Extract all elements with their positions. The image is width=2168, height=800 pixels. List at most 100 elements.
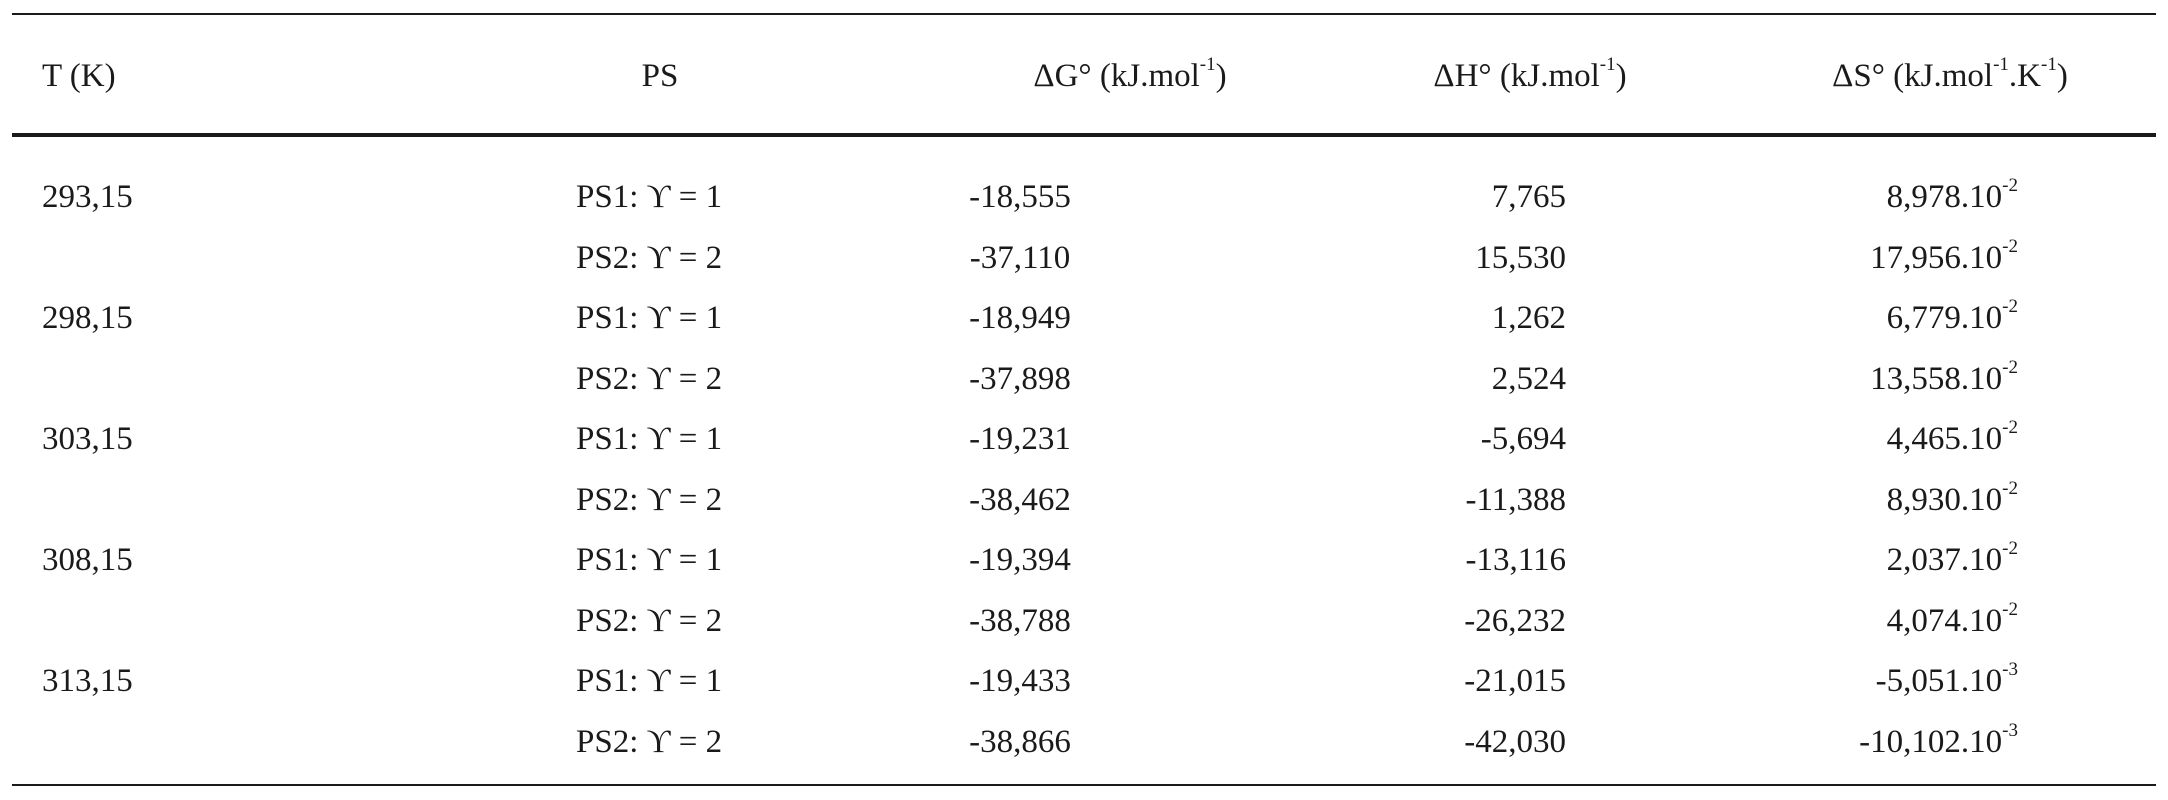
cell-delta-s-exponent: -2 (2002, 599, 2018, 620)
cell-delta-s-exponent: -2 (2002, 417, 2018, 438)
cell-delta-g-text: -18,555 (969, 179, 1071, 215)
cell-temperature: 293,15 (42, 177, 133, 217)
table-top-rule (12, 13, 2156, 15)
cell-delta-h-text: -13,116 (1465, 542, 1566, 578)
cell-delta-s-text: -10,102.10 (1859, 724, 2003, 760)
cell-delta-s-exponent: -3 (2002, 659, 2018, 680)
cell-delta-s: -10,102.10-3 (1700, 720, 2018, 762)
cell-delta-h-text: 2,524 (1491, 361, 1566, 397)
cell-ps-text: PS2: ϒ = 2 (576, 482, 723, 518)
cell-delta-g-text: -19,394 (969, 542, 1071, 578)
cell-delta-g: -19,231 (900, 419, 1140, 459)
cell-delta-s: 4,074.10-2 (1700, 599, 2018, 641)
cell-ps: PS1: ϒ = 1 (576, 177, 722, 217)
cell-delta-h-text: 7,765 (1491, 179, 1566, 215)
cell-delta-g-text: -18,949 (969, 300, 1071, 336)
cell-delta-g: -18,949 (900, 298, 1140, 338)
cell-delta-s-exponent: -2 (2002, 357, 2018, 378)
cell-delta-g: -18,555 (900, 177, 1140, 217)
cell-temperature-text: 298,15 (42, 300, 133, 336)
cell-delta-s-exponent: -2 (2002, 538, 2018, 559)
cell-ps-text: PS1: ϒ = 1 (576, 179, 723, 215)
cell-delta-g-text: -38,866 (969, 724, 1071, 760)
cell-delta-s: 2,037.10-2 (1700, 538, 2018, 580)
table-bottom-rule (12, 784, 2156, 786)
cell-delta-h: 15,530 (1300, 238, 1566, 278)
cell-delta-s-text: 17,956.10 (1870, 240, 2003, 276)
cell-delta-s: 4,465.10-2 (1700, 417, 2018, 459)
cell-ps-text: PS1: ϒ = 1 (576, 421, 723, 457)
cell-delta-g-text: -38,788 (969, 603, 1071, 639)
cell-delta-s-text: 13,558.10 (1870, 361, 2003, 397)
cell-delta-s-text: -5,051.10 (1875, 663, 2003, 699)
cell-delta-s-text: 8,978.10 (1886, 179, 2003, 215)
cell-ps: PS2: ϒ = 2 (576, 238, 722, 278)
cell-ps: PS2: ϒ = 2 (576, 359, 722, 399)
cell-delta-h: 1,262 (1300, 298, 1566, 338)
cell-delta-h: -13,116 (1300, 540, 1566, 580)
cell-delta-g: -38,866 (900, 722, 1140, 762)
cell-ps-text: PS2: ϒ = 2 (576, 240, 723, 276)
cell-temperature: 308,15 (42, 540, 133, 580)
cell-delta-s-text: 4,074.10 (1886, 603, 2003, 639)
cell-delta-h-text: -42,030 (1464, 724, 1566, 760)
cell-delta-h: -11,388 (1300, 480, 1566, 520)
cell-temperature: 298,15 (42, 298, 133, 338)
cell-delta-s-exponent: -2 (2002, 478, 2018, 499)
cell-delta-h-text: -11,388 (1465, 482, 1566, 518)
cell-delta-h: 2,524 (1300, 359, 1566, 399)
cell-delta-g: -38,462 (900, 480, 1140, 520)
cell-delta-s: 13,558.10-2 (1700, 357, 2018, 399)
cell-delta-g-text: -37,110 (969, 240, 1071, 276)
cell-delta-g-text: -19,231 (969, 421, 1071, 457)
cell-delta-g: -37,110 (900, 238, 1140, 278)
cell-delta-g-text: -37,898 (969, 361, 1071, 397)
cell-delta-s-exponent: -2 (2002, 175, 2018, 196)
cell-delta-g: -37,898 (900, 359, 1140, 399)
cell-ps: PS2: ϒ = 2 (576, 601, 722, 641)
cell-delta-s: -5,051.10-3 (1700, 659, 2018, 701)
cell-delta-h-text: -26,232 (1464, 603, 1566, 639)
cell-delta-s-exponent: -3 (2002, 720, 2018, 741)
cell-delta-g: -19,433 (900, 661, 1140, 701)
cell-delta-s-exponent: -2 (2002, 236, 2018, 257)
header-ps: PS (641, 58, 679, 94)
cell-ps-text: PS1: ϒ = 1 (576, 542, 723, 578)
cell-delta-s-exponent: -2 (2002, 296, 2018, 317)
cell-delta-h: 7,765 (1300, 177, 1566, 217)
cell-delta-h: -21,015 (1300, 661, 1566, 701)
cell-delta-h: -26,232 (1300, 601, 1566, 641)
cell-delta-s-text: 2,037.10 (1886, 542, 2003, 578)
cell-delta-s: 8,930.10-2 (1700, 478, 2018, 520)
cell-delta-h: -42,030 (1300, 722, 1566, 762)
cell-delta-h-text: 1,262 (1491, 300, 1566, 336)
cell-delta-h-text: 15,530 (1475, 240, 1566, 276)
header-delta-g: ΔG° (kJ.mol-1) (1033, 54, 1227, 94)
cell-temperature-text: 313,15 (42, 663, 133, 699)
cell-delta-s: 6,779.10-2 (1700, 296, 2018, 338)
cell-temperature-text: 303,15 (42, 421, 133, 457)
cell-ps: PS1: ϒ = 1 (576, 298, 722, 338)
cell-delta-s: 8,978.10-2 (1700, 175, 2018, 217)
cell-delta-s-text: 8,930.10 (1886, 482, 2003, 518)
cell-delta-h: -5,694 (1300, 419, 1566, 459)
cell-delta-h-text: -21,015 (1464, 663, 1566, 699)
cell-ps: PS1: ϒ = 1 (576, 419, 722, 459)
table-header-rule (12, 133, 2156, 137)
header-temperature: T (K) (42, 58, 116, 94)
cell-temperature-text: 293,15 (42, 179, 133, 215)
cell-temperature: 303,15 (42, 419, 133, 459)
cell-ps-text: PS1: ϒ = 1 (576, 300, 723, 336)
cell-ps-text: PS2: ϒ = 2 (576, 603, 723, 639)
cell-delta-s-text: 4,465.10 (1886, 421, 2003, 457)
header-delta-s: ΔS° (kJ.mol-1.K-1) (1832, 54, 2068, 94)
cell-ps: PS1: ϒ = 1 (576, 540, 722, 580)
cell-delta-g: -38,788 (900, 601, 1140, 641)
cell-ps-text: PS1: ϒ = 1 (576, 663, 723, 699)
cell-delta-g: -19,394 (900, 540, 1140, 580)
cell-temperature: 313,15 (42, 661, 133, 701)
cell-delta-s-text: 6,779.10 (1886, 300, 2003, 336)
cell-ps: PS2: ϒ = 2 (576, 480, 722, 520)
cell-delta-h-text: -5,694 (1480, 421, 1566, 457)
cell-ps-text: PS2: ϒ = 2 (576, 724, 723, 760)
